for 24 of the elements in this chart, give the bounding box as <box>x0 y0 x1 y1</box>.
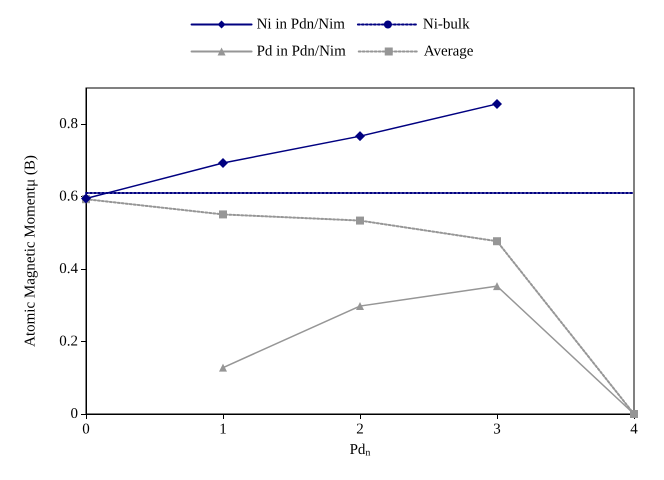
x-tick-label: 0 <box>82 422 90 438</box>
x-tick-label: 3 <box>493 422 501 438</box>
point <box>493 237 501 246</box>
y-tick-label: 0.6 <box>59 188 78 205</box>
y-tick-label: 0.8 <box>59 116 78 132</box>
legend-label: Average <box>424 44 474 60</box>
point <box>356 302 364 310</box>
point <box>219 364 227 372</box>
point <box>355 131 365 142</box>
x-tick-label: 4 <box>630 422 638 438</box>
y-tick-label: 0.2 <box>59 334 78 350</box>
legend-label: Ni-bulk <box>422 16 470 32</box>
point <box>218 158 228 168</box>
point <box>492 98 502 109</box>
y-axis-title: Atomic Magnetic Momentμ (B) <box>22 155 38 347</box>
legend-label: Ni in Pdn/Nim <box>256 16 346 32</box>
y-tick-label: 0 <box>70 406 78 422</box>
point <box>219 210 227 218</box>
x-tick-label: 2 <box>356 422 364 438</box>
x-tick-label: 1 <box>219 422 227 438</box>
point <box>493 282 501 290</box>
legend-label: Pd in Pdn/Nim <box>256 44 346 60</box>
y-tick-label: 0.4 <box>59 261 78 278</box>
point <box>356 216 364 225</box>
